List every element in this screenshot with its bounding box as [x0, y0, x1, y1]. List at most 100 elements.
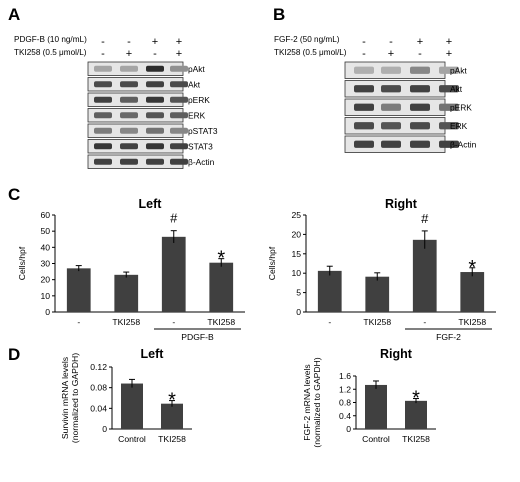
x-tick-label: TKI258	[363, 317, 391, 327]
panel-letter-d: D	[8, 345, 20, 364]
panel-a-treatment-2-label: TKI258 (0.5 μmol/L)	[14, 48, 87, 57]
y-tick-label: 15	[291, 249, 301, 259]
blot-band	[170, 112, 188, 119]
blot-band	[170, 127, 188, 134]
blot-band	[439, 103, 459, 111]
blot-band	[410, 140, 430, 148]
x-tick-label: TKI258	[402, 434, 430, 444]
y-tick-label: 0.04	[90, 403, 107, 413]
y-tick-label: 0	[102, 424, 107, 434]
blot-band	[354, 103, 374, 111]
significance-mark: *	[217, 248, 225, 270]
significance-mark: #	[421, 211, 429, 226]
x-tick-label: Control	[362, 434, 390, 444]
blot-label: STAT3	[188, 141, 213, 151]
panel-letter-c: C	[8, 185, 20, 204]
y-tick-label: 1.2	[339, 384, 351, 394]
group-label: PDGF-B	[181, 332, 214, 342]
blot-label: pAkt	[450, 65, 467, 75]
blot-band	[381, 140, 401, 148]
treatment-sign: -	[389, 36, 393, 48]
treatment-sign: +	[152, 36, 158, 48]
y-tick-label: 0.8	[339, 398, 351, 408]
x-tick-label: TKI258	[207, 317, 235, 327]
y-tick-label: 0	[346, 424, 351, 434]
bar	[161, 236, 186, 312]
treatment-sign: -	[101, 36, 105, 48]
blot-band	[146, 65, 164, 72]
blot-band	[170, 143, 188, 150]
x-tick-label: TKI258	[112, 317, 140, 327]
y-tick-label: 25	[291, 210, 301, 220]
blot-band	[381, 122, 401, 130]
blot-band	[146, 158, 164, 165]
blot-band	[439, 122, 459, 130]
y-tick-label: 5	[296, 288, 301, 298]
blot-band	[120, 65, 138, 72]
y-tick-label: 0	[296, 307, 301, 317]
blot-band	[354, 122, 374, 130]
bar	[405, 400, 427, 429]
blot-band	[381, 103, 401, 111]
blot-label: pSTAT3	[188, 126, 218, 136]
chart-title: Right	[380, 347, 413, 361]
panel-a-treatment-1-label: PDGF-B (10 ng/mL)	[14, 35, 87, 44]
bar	[365, 276, 390, 312]
y-tick-label: 0.4	[339, 411, 351, 421]
blot-label: pERK	[450, 102, 472, 112]
blot-band	[94, 81, 112, 88]
y-axis-label: (normalized to GAPDH)	[312, 357, 322, 447]
bar	[317, 270, 342, 312]
panel-letter-b: B	[273, 5, 285, 24]
treatment-sign: -	[362, 48, 366, 60]
blot-band	[146, 127, 164, 134]
chart-d-left: Left 0 0.04 0.08 0.12 Survivin mRNA levels (no…	[60, 347, 192, 444]
blot-band	[170, 96, 188, 103]
bar	[412, 239, 437, 312]
chart-c-left: Left 0 10 20 30 40 50 60 Cells/hpf - TKI258 - # TKI25…	[17, 197, 245, 342]
x-tick-label: -	[77, 317, 80, 327]
x-tick-label: TKI258	[458, 317, 486, 327]
blot-band	[381, 85, 401, 93]
blot-band	[120, 96, 138, 103]
blot-band	[94, 127, 112, 134]
blot-label: β-Actin	[450, 139, 477, 149]
y-tick-label: 30	[40, 259, 50, 269]
blot-band	[381, 66, 401, 74]
y-tick-label: 60	[40, 210, 50, 220]
blot-band	[120, 158, 138, 165]
treatment-sign: -	[362, 36, 366, 48]
blot-band	[94, 96, 112, 103]
blot-band	[410, 66, 430, 74]
blot-band	[146, 112, 164, 119]
treatment-sign: -	[101, 48, 105, 60]
y-axis-label: (normalized to GAPDH)	[70, 353, 80, 443]
blot-label: β-Actin	[188, 157, 215, 167]
y-tick-label: 0.12	[90, 362, 107, 372]
chart-title: Left	[141, 347, 165, 361]
chart-d-right: Right 0 0.4 0.8 1.2 1.6 FGF-2 mRNA levels (norm…	[302, 347, 436, 448]
panel-b-treatment-2-label: TKI258 (0.5 μmol/L)	[274, 48, 347, 57]
chart-c-right: Right 0 5 10 15 20 25 Cells/hpf - TKI258 - # TKI258 *…	[267, 197, 496, 342]
bar	[209, 262, 234, 312]
blot-band	[439, 66, 459, 74]
blot-band	[354, 85, 374, 93]
blot-label: Akt	[188, 79, 201, 89]
blot-band	[94, 158, 112, 165]
y-tick-label: 50	[40, 226, 50, 236]
y-tick-label: 40	[40, 242, 50, 252]
y-axis-label: Survivin mRNA levels	[60, 357, 70, 439]
blot-band	[94, 112, 112, 119]
x-tick-label: TKI258	[158, 434, 186, 444]
blot-band	[94, 143, 112, 150]
x-tick-label: -	[328, 317, 331, 327]
y-tick-label: 0	[45, 307, 50, 317]
y-axis-label: Cells/hpf	[17, 246, 27, 280]
chart-title: Left	[139, 197, 163, 211]
treatment-sign: +	[176, 48, 182, 60]
y-tick-label: 0.08	[90, 383, 107, 393]
x-tick-label: Control	[118, 434, 146, 444]
treatment-sign: +	[446, 48, 452, 60]
y-axis-label: Cells/hpf	[267, 246, 277, 280]
